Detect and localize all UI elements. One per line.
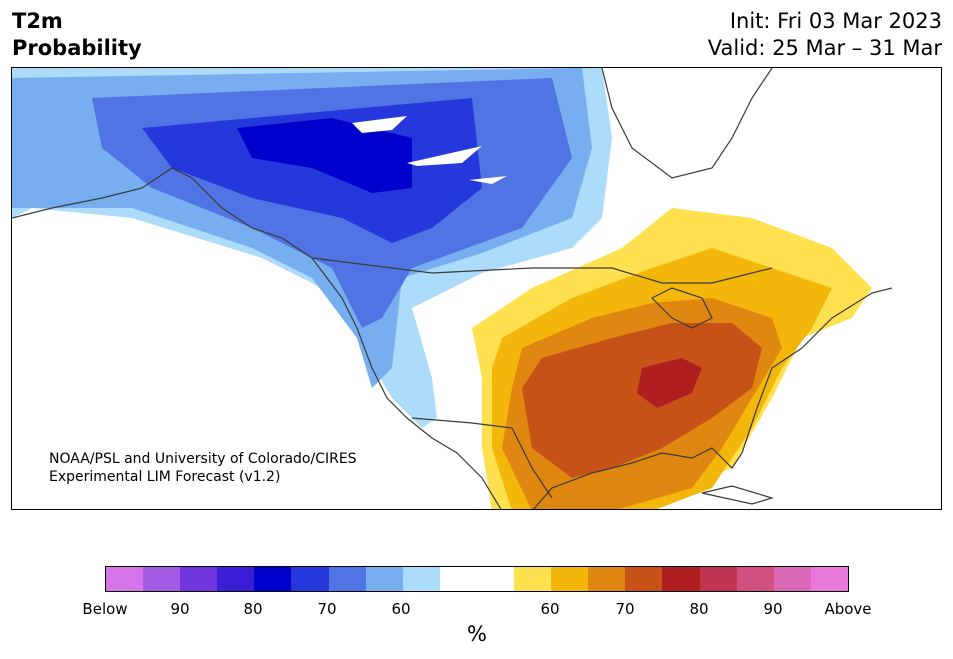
valid-range: Valid: 25 Mar – 31 Mar	[707, 36, 942, 60]
colorbar-tick-label: 90	[763, 600, 783, 618]
forecast-dates: Init: Fri 03 Mar 2023 Valid: 25 Mar – 31…	[708, 8, 942, 62]
colorbar-segment	[439, 567, 477, 591]
probability-map	[11, 67, 942, 510]
colorbar-segment	[291, 567, 329, 591]
great-slave-lake	[407, 146, 482, 166]
colorbar-tick-label: 70	[317, 600, 337, 618]
colorbar-segment	[180, 567, 218, 591]
mexico-border	[411, 417, 553, 499]
colorbar-segment	[551, 567, 589, 591]
gulf-coast	[532, 447, 743, 509]
great-bear-lake	[352, 116, 407, 133]
colorbar-segment	[514, 567, 552, 591]
colorbar-segment	[588, 567, 626, 591]
lakes	[352, 116, 507, 184]
hudson-bay	[601, 68, 773, 179]
colorbar-tick-label: 60	[391, 600, 411, 618]
credit-line-1: NOAA/PSL and University of Colorado/CIRE…	[49, 451, 357, 467]
colorbar-segment	[328, 567, 366, 591]
colorbar-segment	[402, 567, 440, 591]
coastlines-and-borders	[12, 68, 893, 509]
colorbar	[105, 566, 849, 592]
alaska-coast	[12, 167, 313, 259]
colorbar-tick-label: 80	[689, 600, 709, 618]
title-line-2: Probability	[12, 36, 142, 60]
colorbar-segment	[106, 567, 144, 591]
colorbar-segment	[773, 567, 811, 591]
map-graphic	[12, 68, 893, 509]
colorbar-segment	[143, 567, 181, 591]
credit-text: NOAA/PSL and University of Colorado/CIRE…	[49, 450, 357, 486]
great-lakes	[650, 287, 713, 329]
lake-athabasca	[469, 176, 507, 184]
colorbar-segment	[699, 567, 737, 591]
colorbar-tick-label: 90	[170, 600, 190, 618]
colorbar-segment	[365, 567, 403, 591]
init-date: Init: Fri 03 Mar 2023	[729, 9, 942, 33]
colorbar-tick-label: 80	[243, 600, 263, 618]
colorbar-unit: %	[467, 622, 487, 646]
title-line-1: T2m	[12, 9, 63, 33]
colorbar-tick-label: 70	[615, 600, 635, 618]
colorbar-tick-label: Above	[824, 600, 872, 618]
colorbar-tick-label: 60	[540, 600, 560, 618]
cold-80-core	[237, 118, 412, 193]
credit-line-2: Experimental LIM Forecast (v1.2)	[49, 469, 281, 485]
west-coast	[311, 257, 502, 509]
colorbar-segment	[810, 567, 848, 591]
warm-75-band	[522, 323, 762, 478]
warm-probability-field	[472, 208, 872, 509]
colorbar-segment	[476, 567, 515, 591]
colorbar-segment	[625, 567, 663, 591]
colorbar-segment	[736, 567, 774, 591]
cuba	[701, 485, 775, 505]
canada-us-border	[311, 257, 773, 284]
colorbar-tick-label: Below	[82, 600, 128, 618]
colorbar-segment	[662, 567, 700, 591]
colorbar-segment	[254, 567, 292, 591]
warm-80-core	[637, 358, 702, 408]
east-coast	[741, 287, 893, 454]
colorbar-segment	[217, 567, 255, 591]
map-title: T2m Probability	[12, 8, 142, 62]
